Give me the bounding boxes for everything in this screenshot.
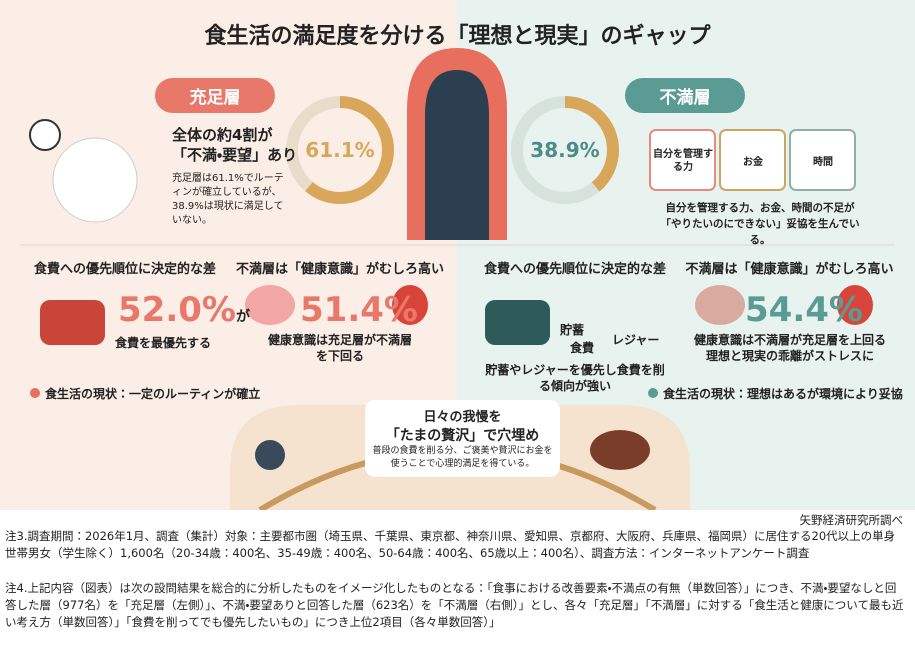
big-number: 51.4% bbox=[300, 290, 418, 330]
heart-icon bbox=[392, 285, 428, 325]
caption: 食費を最優先する bbox=[115, 336, 212, 350]
heart-icon bbox=[837, 285, 873, 325]
infographic: 食生活の満足度を分ける「理想と現実」のギャップ 充足層 不満層 全体の約4割が … bbox=[0, 0, 915, 510]
tag: 不満層 bbox=[625, 78, 745, 113]
panel-title: 食費への優先順位に決定的な差 bbox=[483, 262, 666, 277]
headline-line: 「不満・要望」あり bbox=[172, 146, 298, 164]
brain-icon bbox=[245, 285, 295, 325]
jar bbox=[719, 129, 786, 191]
bubble-text: 普段の食費を削る分、ご褒美や贅沢にお金を使うことで心理的満足を得ている。 bbox=[372, 446, 553, 469]
caption: 貯蓄やレジャーを優先し食費を削る傾向が強い bbox=[485, 363, 665, 393]
description: 自分を管理する力、お金、時間の不足が「やりたいのにできない」妥協を生んでいる。 bbox=[660, 202, 860, 246]
donut-arc bbox=[286, 96, 394, 204]
bubble: 日々の我慢を 「たまの贅沢」で穴埋め 普段の食費を削る分、ご褒美や贅沢にお金を使… bbox=[365, 400, 560, 477]
caption: 健康意識は不満層が充足層を上回る理想と現実の乖離がストレスに bbox=[693, 333, 886, 363]
clock-icon bbox=[29, 119, 61, 151]
item: 貯蓄 bbox=[560, 323, 585, 337]
item: レジャー bbox=[612, 333, 660, 347]
tag: 充足層 bbox=[155, 78, 275, 113]
purse-icon bbox=[40, 300, 105, 345]
big-value: 52.0% bbox=[118, 290, 236, 330]
cake-icon bbox=[590, 430, 650, 470]
jar bbox=[789, 129, 856, 191]
footer: 食生活の現状：理想はあるが環境により妥協 bbox=[663, 387, 903, 401]
brain-icon bbox=[695, 285, 745, 325]
jar bbox=[649, 129, 716, 191]
jar-label: 自分を管理する力 bbox=[653, 149, 713, 173]
bullet bbox=[30, 388, 40, 398]
note: 注4.上記内容（図表）は次の設問結果を総合的に分析したものをイメージ化したものと… bbox=[5, 581, 904, 629]
panel-title: 不満層は「健康意識」がむしろ高い bbox=[235, 262, 444, 277]
bubble-lead: 日々の我慢を bbox=[423, 410, 502, 425]
title: 食生活の満足度を分ける「理想と現実」のギャップ bbox=[204, 24, 711, 49]
caption: 健康意識は充足層が不満層を下回る bbox=[267, 333, 412, 363]
bullet bbox=[648, 388, 658, 398]
bubble-headline: 「たまの贅沢」で穴埋め bbox=[385, 428, 540, 444]
jar-label: お金 bbox=[743, 157, 763, 168]
headline: 全体の約4割が 「不満・要望」あり bbox=[172, 125, 297, 165]
headline-line: 全体の約4割が bbox=[172, 126, 273, 144]
description: 充足層は61.1%でルーティンが確立しているが、38.9%は現状に満足していない… bbox=[172, 173, 284, 226]
note: 注3.調査期間：2026年1月、調査（集計）対象：主要都市圏（埼玉県、千葉県、東… bbox=[5, 529, 896, 560]
suffix: が bbox=[235, 309, 250, 325]
footer: 食生活の現状：一定のルーティンが確立 bbox=[45, 387, 261, 401]
donut-arc bbox=[511, 96, 619, 204]
panel-title: 不満層は「健康意識」がむしろ高い bbox=[685, 262, 894, 277]
plate bbox=[52, 137, 138, 223]
wallet-icon bbox=[485, 300, 550, 345]
panel-title: 食費への優先順位に決定的な差 bbox=[33, 262, 216, 277]
arch-inner bbox=[425, 70, 489, 240]
big-number: 54.4% bbox=[745, 290, 863, 330]
person-icon bbox=[255, 440, 285, 470]
jar-label: 時間 bbox=[813, 157, 833, 168]
item: 食費 bbox=[570, 341, 595, 355]
source: 矢野経済研究所調べ bbox=[799, 513, 904, 527]
donut-label: 38.9% bbox=[530, 138, 600, 162]
big-number: 52.0%が bbox=[118, 290, 250, 330]
donut-label: 61.1% bbox=[305, 138, 375, 162]
